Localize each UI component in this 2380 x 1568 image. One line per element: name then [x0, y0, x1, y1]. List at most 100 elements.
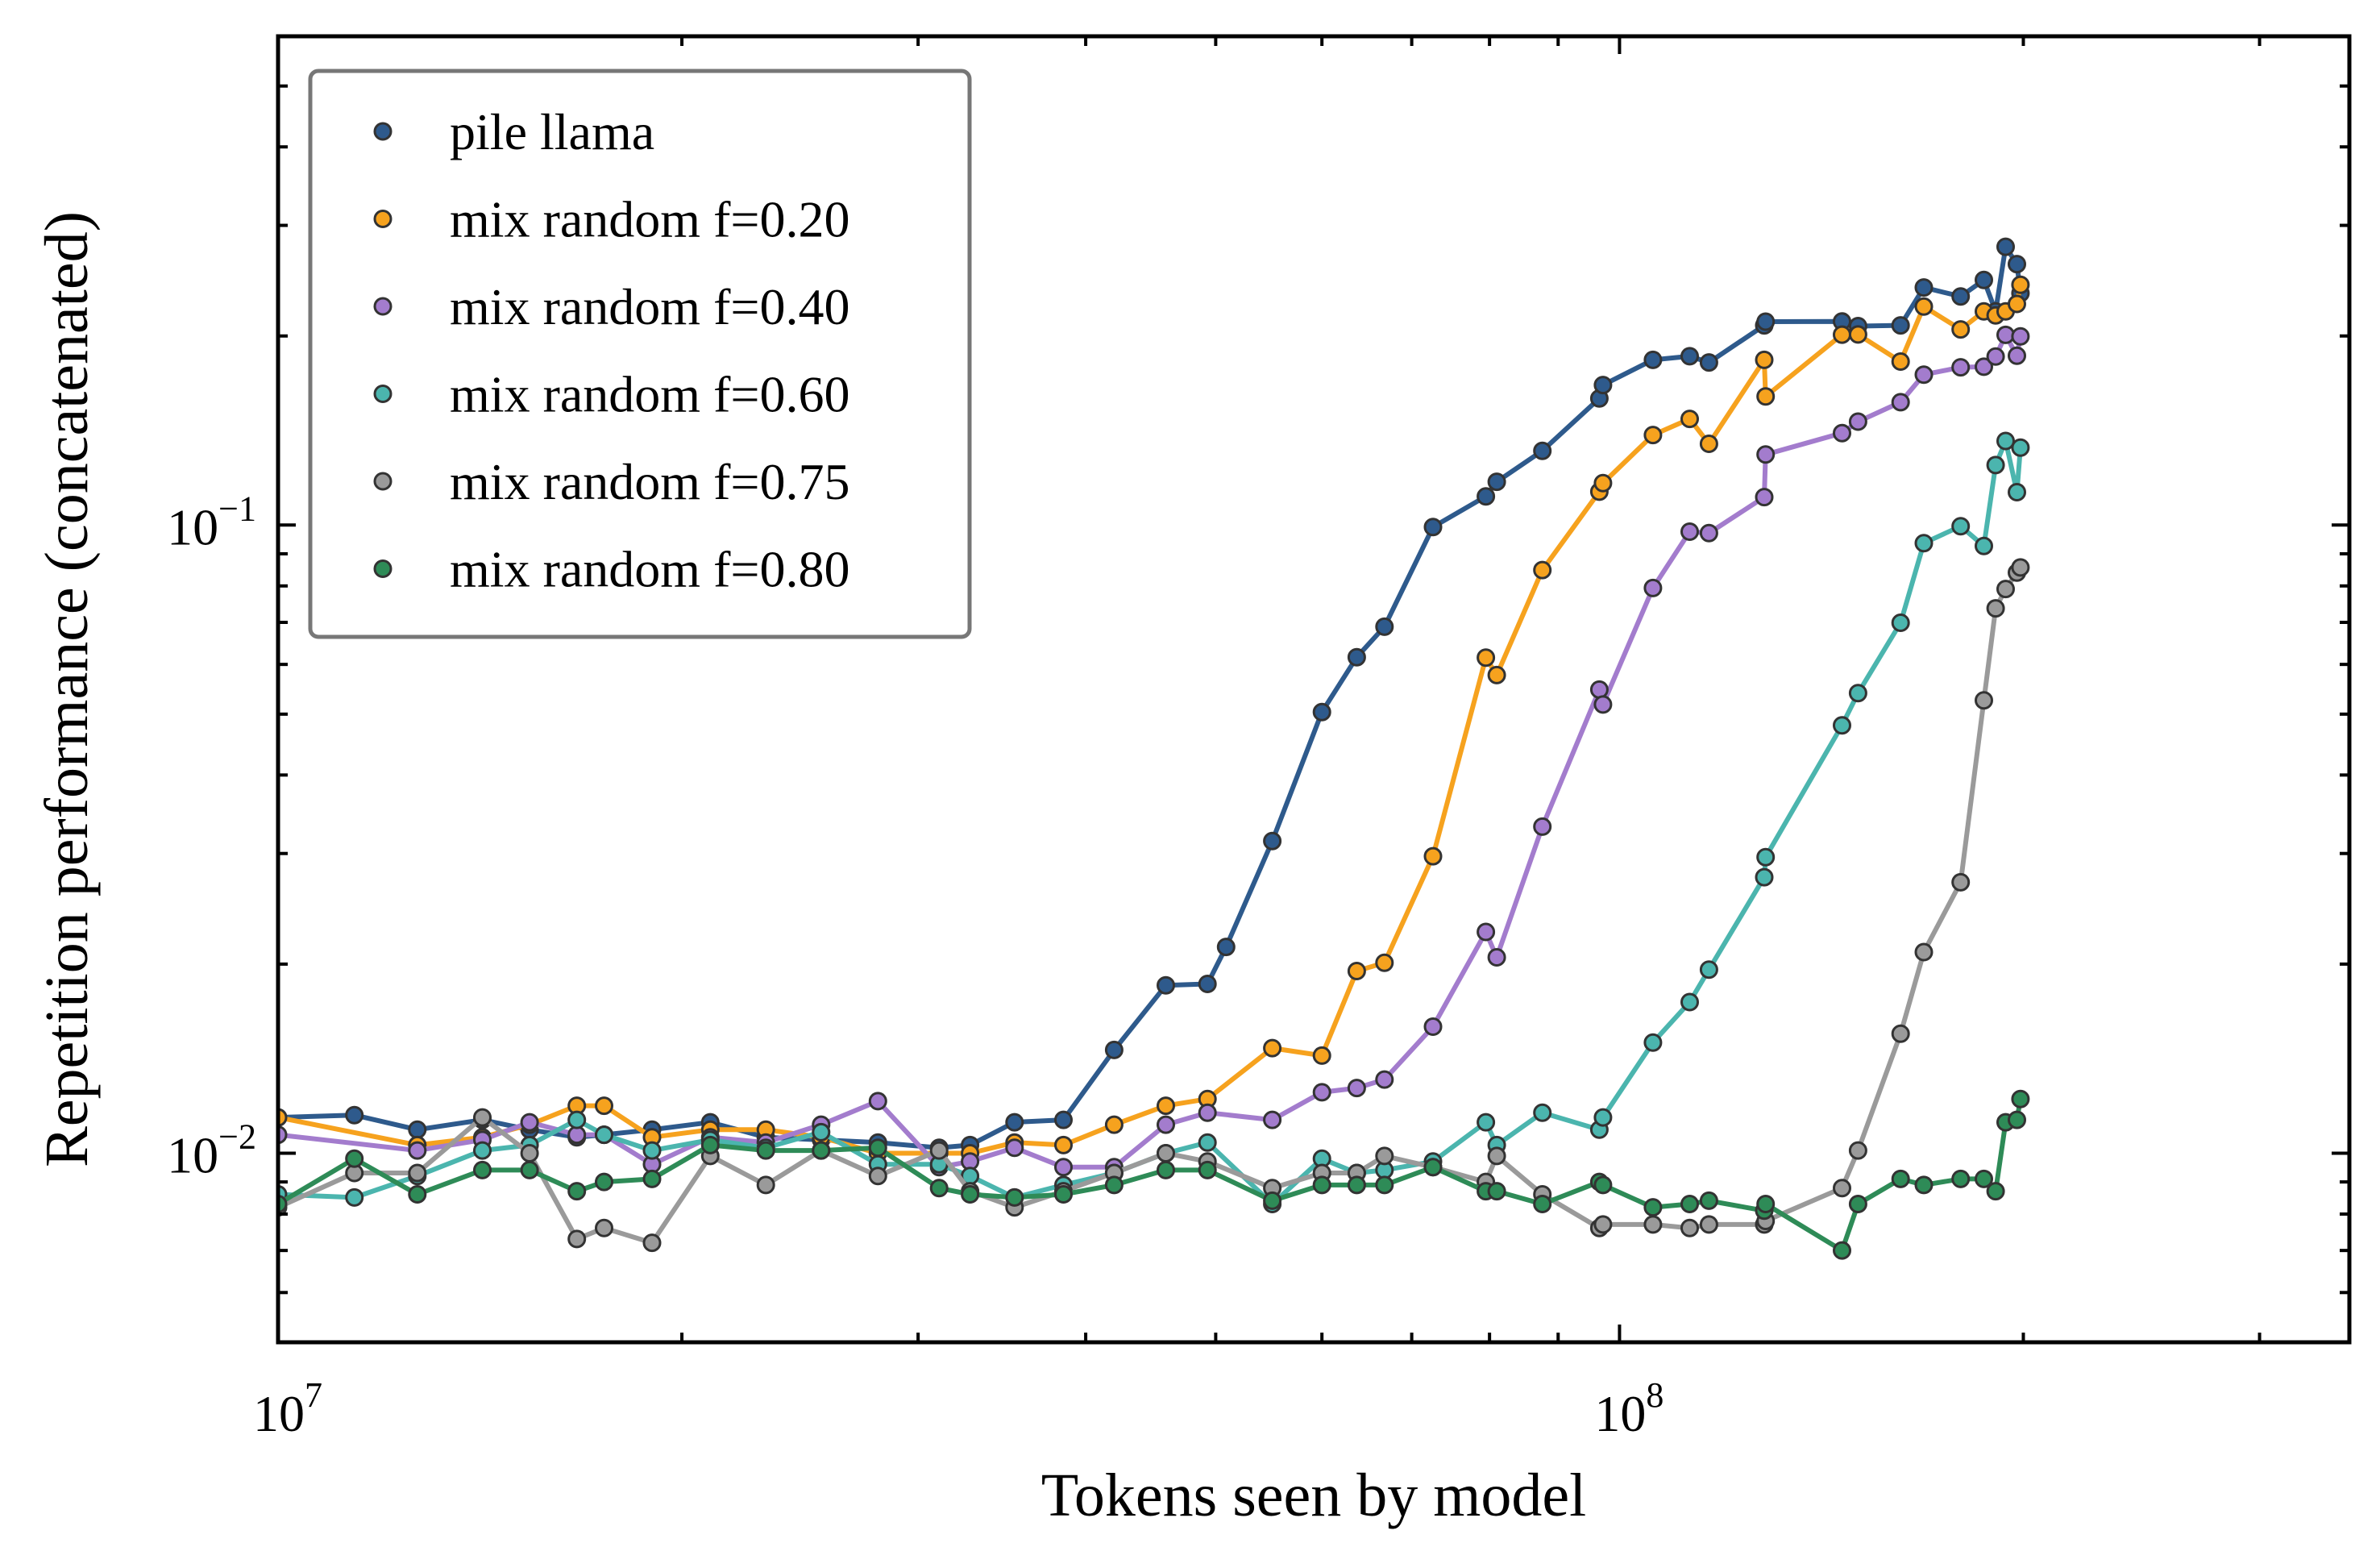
- data-point: [1975, 691, 1993, 710]
- data-point: [1975, 270, 1993, 289]
- data-point: [1533, 560, 1552, 580]
- data-point: [1643, 1215, 1663, 1234]
- data-point: [1643, 350, 1663, 369]
- data-point: [2011, 1089, 2030, 1108]
- data-point: [2008, 294, 2026, 314]
- data-point: [1951, 358, 1971, 377]
- data-point: [1951, 320, 1971, 339]
- data-point: [1996, 237, 2015, 256]
- data-point: [567, 1182, 587, 1201]
- data-point: [1891, 352, 1910, 371]
- data-point: [1423, 1158, 1443, 1177]
- data-point: [756, 1175, 775, 1195]
- data-point: [868, 1167, 887, 1186]
- data-point: [520, 1160, 539, 1179]
- data-point: [2011, 275, 2030, 294]
- data-point: [1157, 1096, 1175, 1116]
- data-point: [595, 1096, 613, 1116]
- legend-marker: [373, 559, 393, 578]
- data-point: [756, 1141, 775, 1160]
- data-point: [1054, 1185, 1073, 1204]
- data-point: [1986, 599, 2005, 618]
- data-point: [929, 1141, 949, 1160]
- series-layer: [278, 237, 2030, 1260]
- data-point: [1477, 922, 1496, 942]
- data-point: [1891, 1169, 1910, 1188]
- data-point: [1914, 942, 1933, 962]
- data-point: [1975, 1169, 1993, 1188]
- data-point: [1975, 357, 1993, 376]
- data-point: [868, 1092, 887, 1111]
- data-point: [1643, 1033, 1663, 1052]
- data-point: [1312, 1083, 1331, 1102]
- data-point: [1477, 1113, 1496, 1132]
- legend-marker: [373, 472, 393, 491]
- plot-frame: [276, 34, 2352, 1345]
- data-point: [1833, 1179, 1851, 1198]
- data-point: [1487, 1182, 1506, 1201]
- legend: pile llama mix random f=0.20 mix random f=…: [308, 69, 972, 639]
- data-point: [1477, 648, 1496, 668]
- legend-marker: [373, 297, 393, 316]
- data-point: [1375, 953, 1394, 972]
- data-point: [1699, 1215, 1718, 1234]
- data-point: [1699, 353, 1718, 372]
- data-point: [473, 1160, 492, 1179]
- data-point: [1643, 578, 1663, 597]
- data-point: [1487, 665, 1506, 684]
- data-point: [1054, 1110, 1073, 1129]
- data-point: [1755, 350, 1774, 369]
- data-point: [1951, 287, 1971, 306]
- legend-label: mix random f=0.20: [450, 191, 849, 248]
- data-point: [1375, 617, 1394, 636]
- data-point: [1593, 376, 1613, 395]
- data-point: [2008, 483, 2026, 501]
- data-point: [1198, 975, 1217, 993]
- data-point: [1375, 1146, 1394, 1166]
- data-point: [1833, 1241, 1851, 1260]
- data-point: [1848, 1141, 1867, 1160]
- data-point: [1375, 1070, 1394, 1089]
- legend-label: pile llama: [450, 103, 654, 160]
- series-line: [278, 439, 2023, 1207]
- data-point: [1005, 1138, 1024, 1158]
- data-point: [1347, 1079, 1366, 1098]
- data-point: [2008, 255, 2026, 274]
- data-point: [1891, 613, 1910, 632]
- data-point: [1533, 441, 1552, 460]
- data-point: [473, 1108, 492, 1127]
- data-point: [1423, 846, 1443, 866]
- data-point: [1756, 445, 1776, 464]
- data-point: [1157, 1144, 1175, 1162]
- data-point: [812, 1141, 831, 1160]
- data-point: [1680, 522, 1699, 541]
- data-point: [1104, 1040, 1124, 1059]
- data-point: [961, 1185, 980, 1204]
- data-point: [1423, 1017, 1443, 1036]
- data-point: [1755, 488, 1774, 507]
- data-point: [1477, 487, 1496, 506]
- data-point: [595, 1125, 613, 1145]
- data-point: [642, 1169, 662, 1188]
- legend-marker: [373, 210, 393, 228]
- data-point: [1593, 1215, 1613, 1234]
- data-point: [1263, 1191, 1282, 1210]
- data-point: [1198, 1133, 1217, 1152]
- data-point: [1157, 1115, 1175, 1134]
- data-point: [1996, 580, 2015, 599]
- data-point: [1891, 316, 1910, 335]
- data-point: [2011, 326, 2030, 346]
- data-point: [1756, 1195, 1776, 1213]
- data-point: [1951, 517, 1971, 536]
- data-point: [1487, 472, 1506, 492]
- data-point: [1914, 278, 1933, 297]
- legend-marker: [373, 385, 393, 403]
- data-point: [1699, 1191, 1718, 1210]
- data-point: [2008, 346, 2026, 365]
- data-point: [1951, 872, 1971, 892]
- y-axis-title: Repetition performance (concatenated): [33, 211, 101, 1167]
- y-tick-label: 10−2: [167, 1117, 256, 1183]
- data-point: [1347, 1175, 1366, 1195]
- x-axis-title: Tokens seen by model: [1041, 1462, 1586, 1529]
- data-point: [1198, 1103, 1217, 1122]
